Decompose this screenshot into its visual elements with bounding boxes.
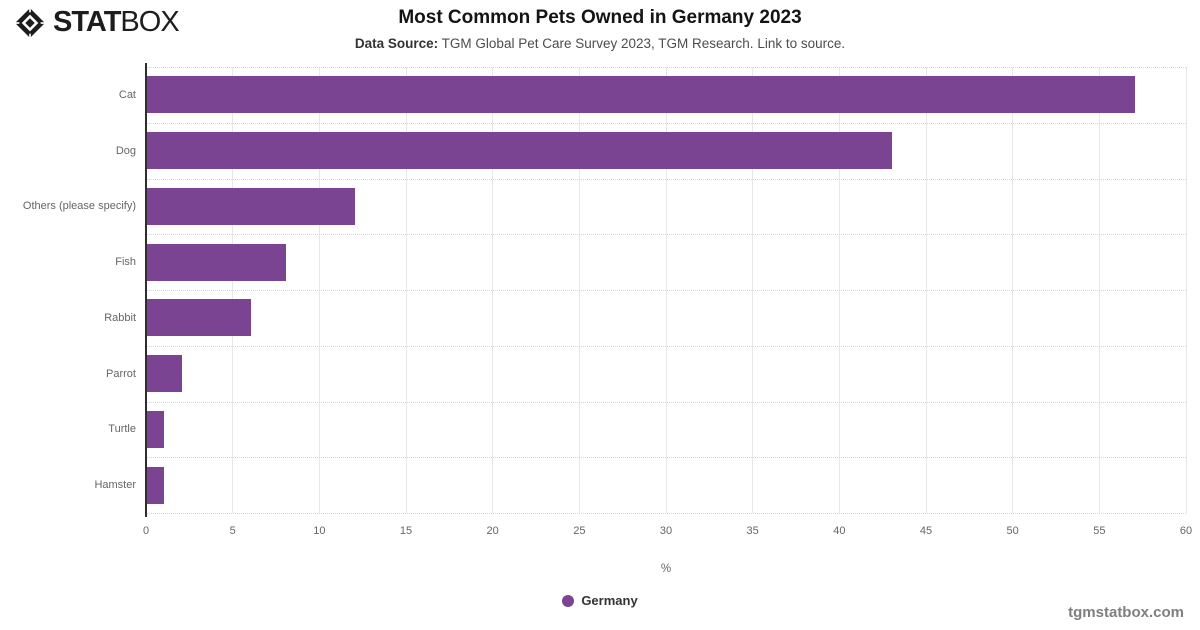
- logo-box: BOX: [120, 6, 179, 38]
- x-tick-label-20: 20: [486, 525, 499, 537]
- statbox-diamond-icon: [14, 6, 46, 39]
- x-tick-label-25: 25: [573, 525, 586, 537]
- x-tick-label-40: 40: [833, 525, 846, 537]
- category-label-parrot: Parrot: [106, 367, 136, 380]
- row-divider: [146, 345, 1186, 347]
- category-label-others-please-specify: Others (please specify): [22, 200, 136, 213]
- category-label-hamster: Hamster: [94, 479, 136, 492]
- bar-others-please-specify[interactable]: [147, 187, 355, 225]
- legend-germany-label: Germany: [581, 593, 638, 608]
- data-source-label: Data Source:: [354, 36, 439, 51]
- statbox-logo: STATBOX: [14, 6, 180, 39]
- bar-rabbit[interactable]: [147, 299, 251, 337]
- category-label-cat: Cat: [118, 88, 136, 101]
- bar-dog[interactable]: [147, 132, 893, 170]
- category-label-turtle: Turtle: [108, 423, 136, 436]
- x-tick-label-30: 30: [659, 525, 673, 537]
- row-divider: [146, 290, 1186, 291]
- data-source-text: TGM Global Pet Care Survey 2023, TGM Res…: [438, 36, 758, 51]
- x-tick-label-50: 50: [1006, 525, 1019, 537]
- bar-fish[interactable]: [147, 243, 286, 281]
- bar-cat[interactable]: [147, 76, 1135, 114]
- chart-title: Most Common Pets Owned in Germany 2023: [398, 7, 802, 28]
- x-gridline-60: [1185, 67, 1187, 513]
- bar-parrot[interactable]: [147, 355, 182, 393]
- bar-hamster[interactable]: [147, 466, 165, 504]
- row-divider: [146, 122, 1186, 124]
- x-tick-label-10: 10: [313, 525, 326, 537]
- row-divider: [146, 513, 1186, 514]
- statbox-logo-text: STATBOX: [53, 6, 180, 39]
- legend[interactable]: Germany: [0, 593, 1200, 608]
- category-label-rabbit: Rabbit: [104, 311, 136, 324]
- source-link[interactable]: Link to source.: [757, 36, 846, 51]
- x-tick-label-15: 15: [399, 525, 413, 537]
- bar-turtle[interactable]: [147, 410, 165, 448]
- category-label-fish: Fish: [115, 256, 136, 269]
- chart-subtitle: Data Source: TGM Global Pet Care Survey …: [0, 36, 1200, 51]
- watermark: tgmstatbox.com: [1068, 604, 1184, 621]
- row-divider: [146, 234, 1186, 236]
- row-divider: [146, 67, 1186, 68]
- row-divider: [146, 401, 1186, 403]
- category-label-dog: Dog: [115, 144, 136, 157]
- x-tick-label-55: 55: [1093, 525, 1106, 537]
- legend-germany-dot: [562, 594, 575, 607]
- x-tick-label-45: 45: [919, 525, 933, 537]
- x-tick-label-35: 35: [746, 525, 759, 537]
- x-tick-label-0: 0: [142, 525, 150, 537]
- x-tick-label-5: 5: [229, 525, 236, 537]
- x-axis-title: %: [660, 563, 672, 575]
- y-axis-line: [145, 63, 147, 517]
- x-tick-label-60: 60: [1179, 525, 1193, 537]
- logo-stat: STAT: [53, 6, 121, 38]
- row-divider: [146, 178, 1186, 180]
- row-divider: [146, 457, 1186, 459]
